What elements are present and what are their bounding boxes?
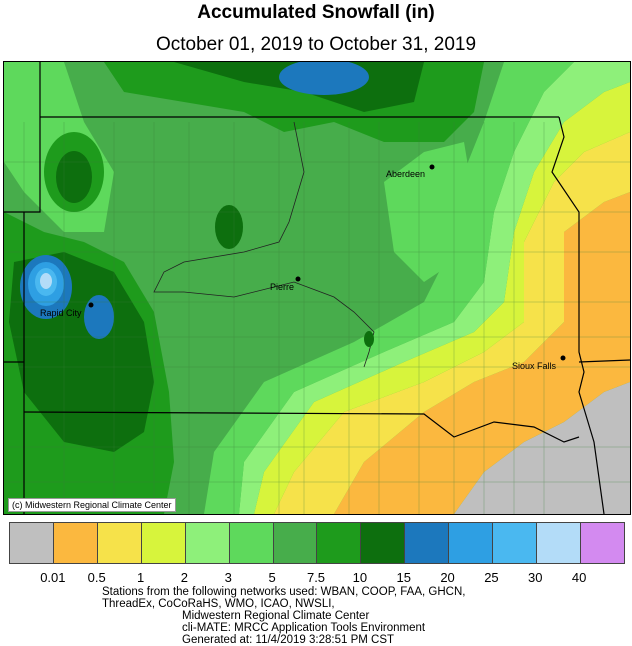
legend-swatch-4 [185, 523, 230, 563]
legend-swatch-3 [141, 523, 186, 563]
legend-swatch-11 [493, 523, 538, 563]
legend-label-7: 10 [352, 570, 368, 585]
map-subtitle: October 01, 2019 to October 31, 2019 [155, 34, 477, 55]
shade-yellow [274, 132, 630, 514]
legend-swatch-9 [405, 523, 450, 563]
city-sioux-falls: Sioux Falls [512, 355, 566, 371]
legend-label-1: 0.5 [87, 570, 106, 585]
legend-label-11: 30 [528, 570, 543, 585]
shade-blue40-rapid [40, 273, 52, 289]
copyright-notice: (c) Midwestern Regional Climate Center [8, 498, 176, 512]
map-title: Accumulated Snowfall (in) [197, 2, 435, 23]
legend-label-5: 5 [268, 570, 276, 585]
shade-blue-rapid-east [84, 295, 114, 339]
city-label-rapid-city: Rapid City [40, 308, 82, 318]
legend-swatch-2 [97, 523, 142, 563]
legend-label-0: 0.01 [40, 570, 66, 585]
shade-orange-east [334, 192, 630, 514]
legend-swatch-0 [10, 523, 54, 563]
legend-swatch-1 [53, 523, 98, 563]
missouri-river [153, 121, 375, 368]
shade-blue-north [279, 62, 369, 95]
legend-swatch-5 [229, 523, 274, 563]
shade-lightgreen [239, 62, 630, 514]
footer-line-generated: Generated at: 11/4/2019 3:28:51 PM CST [182, 634, 395, 646]
legend-swatch-6 [273, 523, 318, 563]
legend-swatch-10 [449, 523, 494, 563]
footer-notes: Stations from the following networks use… [102, 586, 465, 646]
lake-pocket [364, 331, 374, 347]
legend-label-4: 3 [224, 570, 232, 585]
legend-swatch-12 [537, 523, 581, 563]
legend-label-10: 25 [484, 570, 499, 585]
legend-swatch-7 [317, 523, 362, 563]
shade-green15-nw [56, 151, 92, 203]
shade-yellowgreen [254, 82, 630, 514]
footer-line-climate: cli-MATE: MRCC Application Tools Environ… [182, 622, 426, 634]
legend-bar [9, 522, 625, 564]
snowfall-map: Aberdeen Pierre Rapid City Sioux Falls (… [3, 61, 631, 515]
legend-swatch-13 [580, 523, 624, 563]
legend-label-2: 1 [136, 570, 145, 585]
legend-label-3: 2 [180, 570, 189, 585]
state-boundaries [4, 62, 630, 514]
shade-green5 [204, 62, 574, 514]
city-pierre: Pierre [270, 276, 301, 292]
map-canvas: Aberdeen Pierre Rapid City Sioux Falls [4, 62, 630, 514]
city-aberdeen: Aberdeen [386, 164, 435, 179]
city-label-aberdeen: Aberdeen [386, 169, 425, 179]
city-label-sioux-falls: Sioux Falls [512, 361, 557, 371]
footer-line-networks-cont: ThreadEx, CoCoRaHS, WMO, ICAO, NWSLI, [102, 598, 335, 610]
shade-green15-central [215, 205, 243, 249]
city-label-pierre: Pierre [270, 282, 294, 292]
legend-labels: 0.01 0.5 1 2 3 5 7.5 10 15 20 25 30 40 [0, 570, 632, 586]
legend-label-8: 15 [396, 570, 411, 585]
legend-label-9: 20 [440, 570, 455, 585]
legend-swatch-8 [361, 523, 406, 563]
city-rapid-city: Rapid City [40, 302, 94, 318]
footer-line-center: Midwestern Regional Climate Center [182, 610, 370, 622]
legend-label-6: 7.5 [306, 570, 326, 585]
footer-line-networks: Stations from the following networks use… [102, 586, 466, 598]
legend-label-12: 40 [571, 570, 587, 585]
